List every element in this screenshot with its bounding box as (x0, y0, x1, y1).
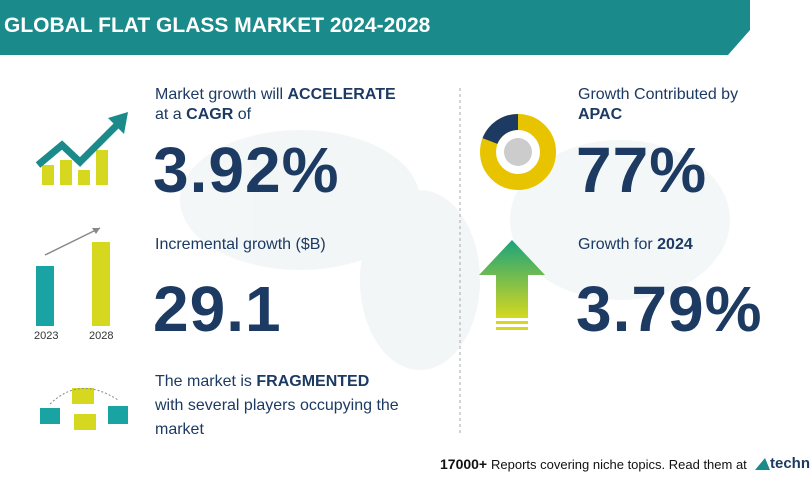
emphasis: ACCELERATE (287, 86, 396, 103)
fragmented-label: with several players occupying the (155, 397, 399, 414)
text: at a (155, 106, 182, 123)
text: Growth for (578, 236, 653, 253)
header-bar (0, 0, 750, 55)
footer-count: 17000+ (440, 456, 488, 472)
emphasis: CAGR (186, 106, 234, 123)
fragmented-label: The market is FRAGMENTED (155, 373, 369, 391)
growth-year-value: 3.79% (576, 273, 763, 345)
incremental-label: Incremental growth ($B) (155, 236, 326, 253)
growth-year-label: Growth for 2024 (578, 236, 693, 254)
icon-label: 2023 (34, 330, 59, 342)
donut-icon (480, 113, 556, 190)
cagr-label: Market growth will ACCELERATE (155, 86, 396, 104)
text: of (237, 106, 252, 123)
brand: technav (770, 455, 810, 472)
emphasis: FRAGMENTED (256, 373, 370, 390)
cagr-label: at a CAGR of (155, 106, 251, 124)
text: Market growth will (155, 86, 284, 103)
apac-value: 77% (576, 134, 708, 206)
growth-icon (35, 112, 128, 185)
map-background (180, 130, 730, 370)
title: GLOBAL FLAT GLASS MARKET 2024-2028 (4, 14, 431, 37)
footer: 17000+ Reports covering niche topics. Re… (440, 456, 747, 472)
cagr-value: 3.92% (153, 134, 340, 206)
icon-label: 2028 (89, 330, 114, 342)
apac-emphasis: APAC (578, 106, 623, 123)
footer-text: Reports covering niche topics. Read them… (491, 457, 747, 472)
apac-label: Growth Contributed by (578, 86, 739, 103)
buildings-icon (40, 387, 128, 430)
bars-icon (36, 227, 110, 326)
emphasis: 2024 (657, 236, 693, 253)
up-arrow-icon (479, 240, 545, 330)
fragmented-label: market (155, 421, 204, 438)
brand-mark (755, 458, 770, 470)
incremental-value: 29.1 (153, 273, 282, 345)
text: The market is (155, 373, 252, 390)
